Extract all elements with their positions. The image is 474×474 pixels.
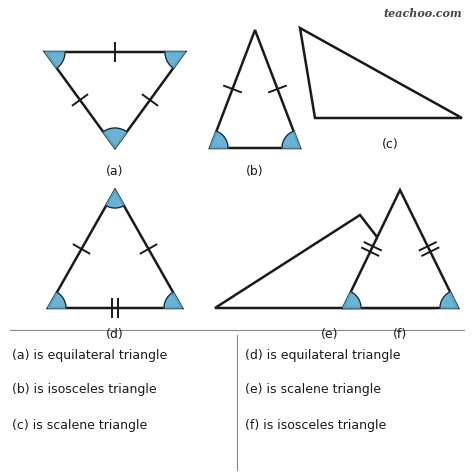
Text: (b) is isosceles triangle: (b) is isosceles triangle [12,383,156,396]
Text: (a) is equilateral triangle: (a) is equilateral triangle [12,348,167,362]
Polygon shape [106,190,124,208]
Polygon shape [48,190,182,308]
Polygon shape [343,190,458,308]
Text: (c) is scalene triangle: (c) is scalene triangle [12,419,147,431]
Polygon shape [165,52,185,68]
Polygon shape [164,292,182,308]
Text: (d): (d) [106,328,124,341]
Text: (d) is equilateral triangle: (d) is equilateral triangle [245,348,401,362]
Polygon shape [440,292,458,308]
Text: (f) is isosceles triangle: (f) is isosceles triangle [245,419,386,431]
Polygon shape [300,28,462,118]
Polygon shape [48,292,66,308]
Polygon shape [282,131,300,148]
Polygon shape [210,30,300,148]
Polygon shape [45,52,185,148]
Text: (c): (c) [382,138,398,151]
Text: (b): (b) [246,165,264,178]
Text: (a): (a) [106,165,124,178]
Text: (e): (e) [321,328,339,341]
Text: (e) is scalene triangle: (e) is scalene triangle [245,383,381,396]
Polygon shape [210,131,228,148]
Polygon shape [215,215,432,308]
Polygon shape [103,128,127,148]
Text: (f): (f) [393,328,407,341]
Polygon shape [343,292,361,308]
Text: teachoo.com: teachoo.com [383,8,462,19]
Polygon shape [45,52,65,68]
